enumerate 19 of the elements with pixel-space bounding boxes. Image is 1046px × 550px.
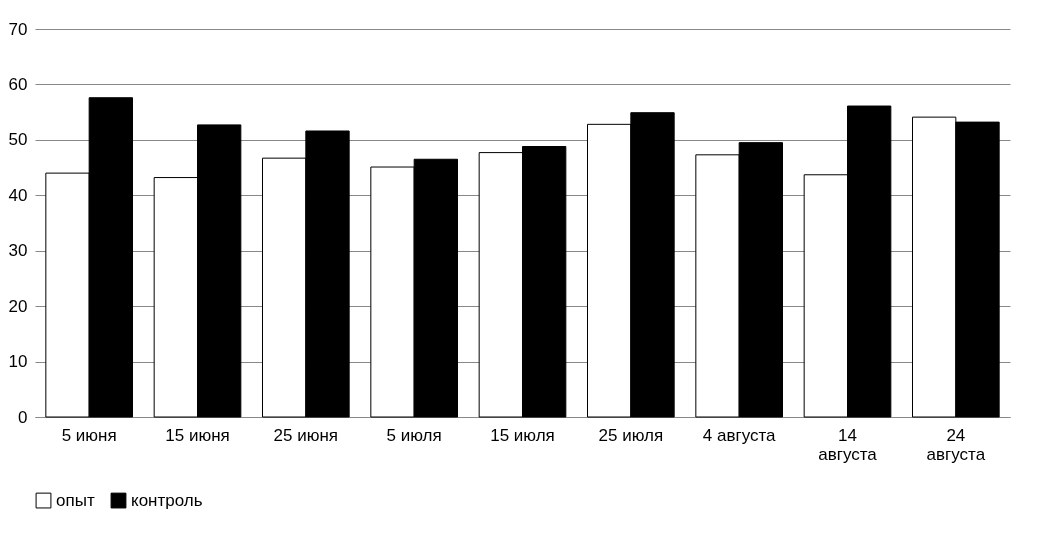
y-tick-label: 40 [8, 185, 28, 205]
y-tick-label: 50 [8, 130, 28, 150]
x-tick-label: 5 июня [61, 425, 117, 445]
y-tick-label: 20 [8, 296, 28, 316]
x-tick-label: 4 августа [702, 425, 777, 445]
y-tick-label: 70 [8, 19, 28, 39]
y-tick-label: 10 [8, 352, 28, 372]
x-tick-label: 25 июня [273, 425, 339, 445]
legend-label: опыт [56, 490, 95, 510]
y-tick-label: 30 [8, 241, 28, 261]
y-tick-label: 0 [18, 407, 28, 427]
x-tick-label: 15 июня [165, 425, 230, 445]
x-tick-label: 5 июля [386, 425, 442, 445]
y-tick-label: 60 [8, 74, 28, 94]
x-tick-label: 14 августа [818, 425, 878, 464]
x-tick-label: 15 июля [490, 425, 555, 445]
x-tick-label: 24 августа [926, 425, 986, 464]
x-tick-label: 25 июля [598, 425, 664, 445]
legend-label: контроль [131, 490, 203, 510]
